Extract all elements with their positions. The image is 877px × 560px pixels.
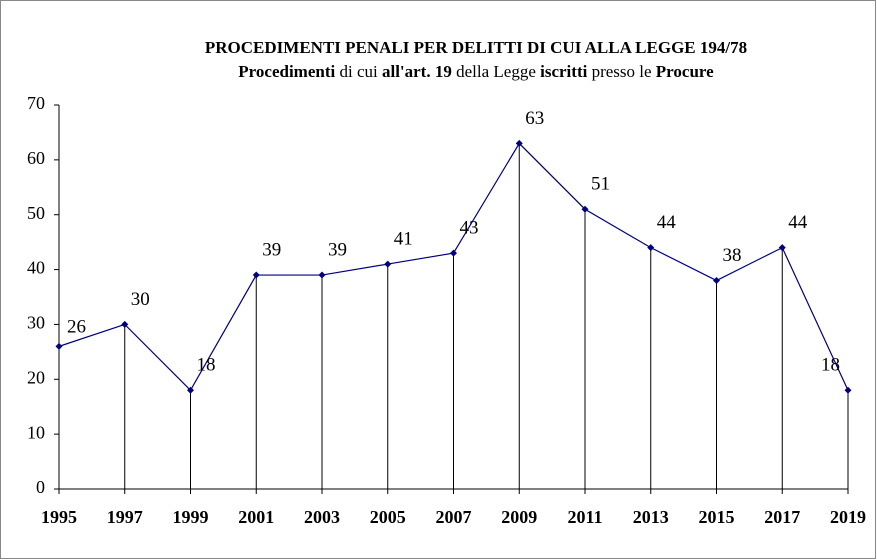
data-label: 44 — [788, 212, 808, 233]
x-tick-label: 2009 — [501, 507, 537, 527]
subtitle-part: Procedimenti — [238, 62, 335, 81]
point — [318, 271, 326, 279]
subtitle-part: iscritti — [540, 62, 587, 81]
x-tick-label: 2013 — [633, 507, 669, 527]
point — [252, 271, 260, 279]
y-tick-label: 40 — [27, 258, 45, 278]
data-label: 51 — [591, 174, 610, 195]
point — [187, 386, 194, 394]
point — [384, 260, 392, 268]
point — [55, 342, 63, 350]
chart-title: PROCEDIMENTI PENALI PER DELITTI DI CUI A… — [205, 38, 747, 57]
y-tick-label: 60 — [27, 148, 45, 168]
x-tick-label: 1995 — [41, 507, 77, 527]
y-tick-label: 70 — [27, 93, 45, 113]
y-tick-label: 30 — [27, 313, 45, 333]
x-tick-label: 2001 — [238, 507, 274, 527]
x-tick-label: 2005 — [370, 507, 406, 527]
x-tick-label: 2011 — [567, 507, 602, 527]
data-label: 38 — [723, 245, 742, 266]
data-label: 44 — [657, 212, 677, 233]
subtitle-part: della Legge — [452, 62, 540, 81]
data-label: 39 — [262, 239, 281, 260]
data-label: 41 — [394, 228, 413, 249]
subtitle-part: all'art. 19 — [382, 62, 452, 81]
point — [647, 244, 655, 252]
y-tick-label: 0 — [36, 477, 45, 497]
y-tick-label: 50 — [27, 203, 45, 223]
point — [121, 320, 129, 328]
y-tick-label: 10 — [27, 422, 45, 442]
subtitle-part: di cui — [335, 62, 382, 81]
y-tick-label: 20 — [27, 367, 45, 387]
data-label: 30 — [131, 289, 150, 310]
subtitle-part: Procure — [656, 62, 714, 81]
x-tick-label: 1999 — [173, 507, 209, 527]
data-label: 39 — [328, 239, 347, 260]
data-label: 26 — [67, 317, 86, 338]
data-label: 43 — [460, 217, 479, 238]
x-tick-label: 2019 — [830, 507, 866, 527]
chart-subtitle: Procedimenti di cui all'art. 19 della Le… — [238, 62, 714, 81]
data-label: 18 — [821, 355, 840, 376]
point — [713, 277, 720, 285]
x-tick-label: 2015 — [699, 507, 735, 527]
subtitle-part: presso le — [587, 62, 655, 81]
point — [778, 244, 786, 252]
x-tick-label: 2007 — [436, 507, 472, 527]
data-label: 63 — [525, 108, 544, 129]
x-tick-label: 2003 — [304, 507, 340, 527]
point — [581, 205, 589, 213]
point — [844, 386, 852, 394]
data-label: 18 — [197, 355, 216, 376]
x-tick-label: 2017 — [764, 507, 800, 527]
point — [450, 249, 457, 257]
x-tick-label: 1997 — [107, 507, 143, 527]
point — [515, 139, 523, 147]
